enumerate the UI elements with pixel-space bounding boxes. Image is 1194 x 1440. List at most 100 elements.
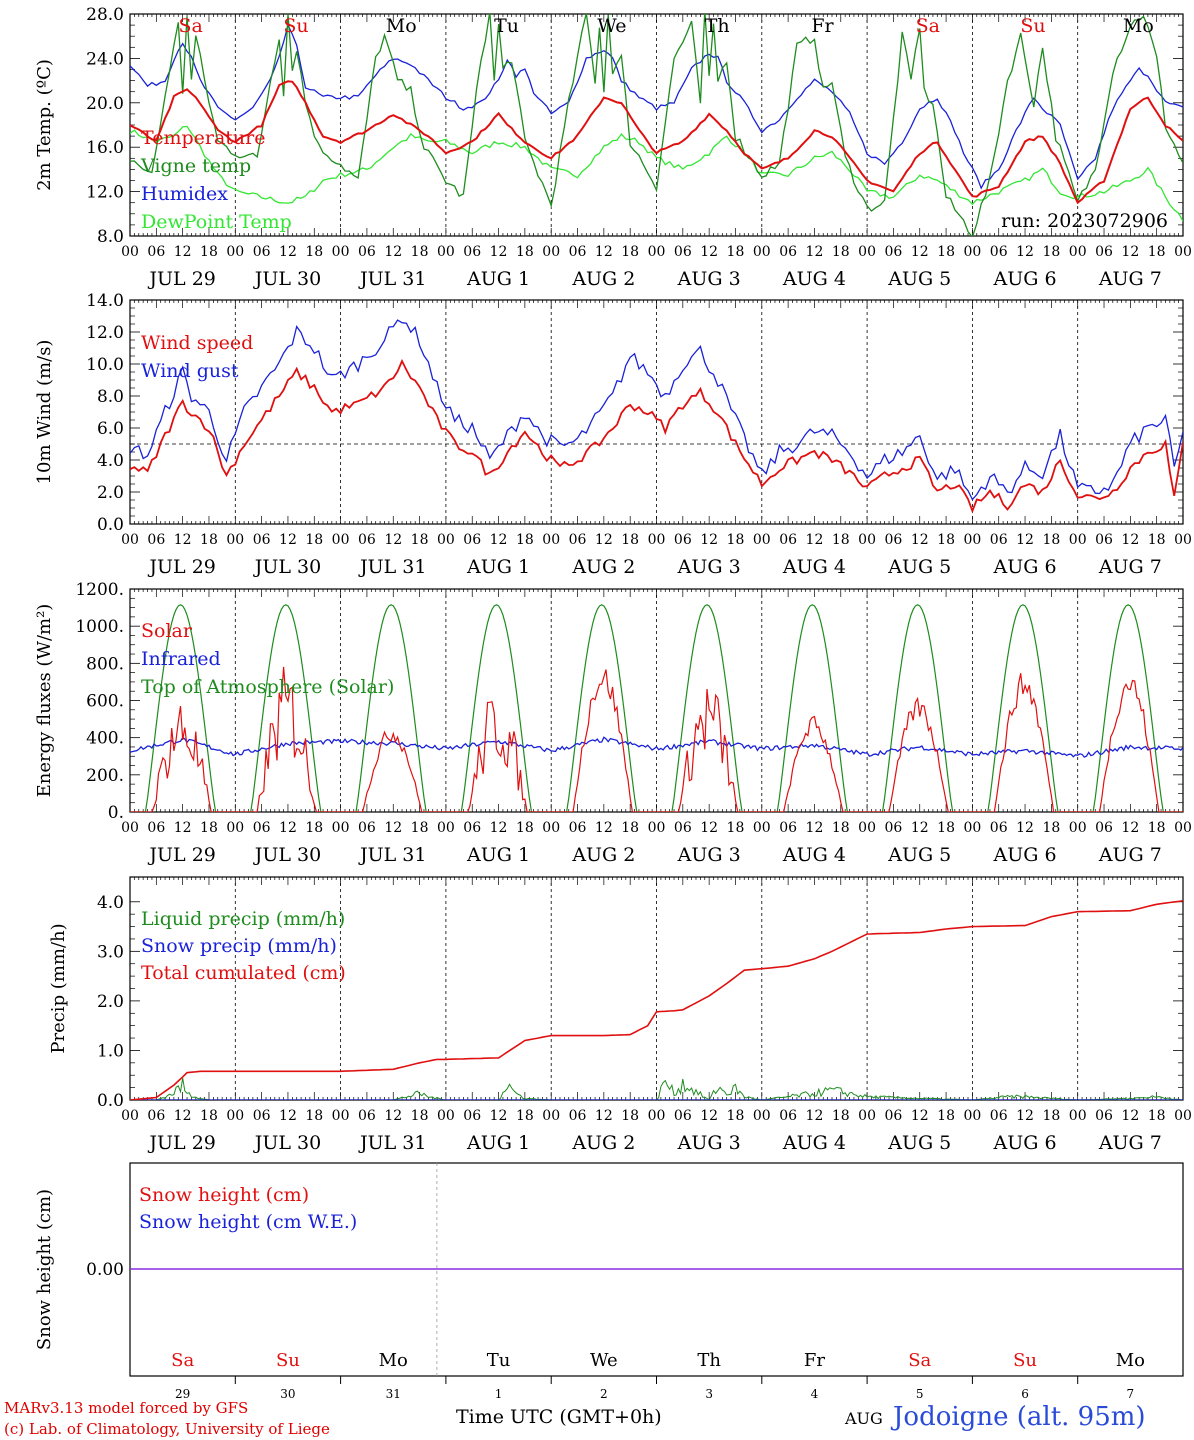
legend: Solar Infrared Top of Atmosphere (Solar) [141,620,394,698]
wind-speed-line [130,358,1183,514]
wind-gust-line [130,319,1183,501]
date-label: AUG 4 [782,1132,846,1154]
hour-label: 06 [463,820,481,836]
hour-label: 00 [226,532,244,548]
hour-label: 12 [595,532,613,548]
hour-label: 00 [1174,244,1192,260]
hour-label: 12 [806,1108,824,1124]
day-label: Mo [386,15,417,37]
y-tick-label: 16.0 [86,138,124,158]
day-label: Su [276,1350,300,1371]
legend: Snow height (cm) Snow height (cm W.E.) [139,1184,357,1233]
hour-label: 06 [1095,532,1113,548]
hour-label: 00 [121,820,139,836]
date-label: AUG 7 [1098,268,1162,290]
hour-label: 12 [174,532,192,548]
date-label: AUG 1 [466,268,530,290]
hour-label: 12 [279,820,297,836]
hour-label: 12 [279,532,297,548]
hour-label: 00 [542,820,560,836]
day-label: Su [1013,1350,1037,1371]
hour-label: 00 [753,532,771,548]
hour-label: 18 [516,532,534,548]
hour-label: 00 [542,244,560,260]
hour-label: 00 [1069,532,1087,548]
hour-label: 18 [411,532,429,548]
day-number: 7 [1127,1387,1135,1401]
panel-5: Snow height (cm) Snow height (cm W.E.) [129,1162,1184,1384]
humidex-line [130,23,1183,190]
hour-label: 18 [1042,532,1060,548]
hour-label: 12 [1016,1108,1034,1124]
hour-label: 18 [832,820,850,836]
y-tick-label: 6.0 [97,419,124,439]
dewpoint-line [130,125,1183,222]
hour-label: 06 [674,820,692,836]
hour-label: 12 [1016,244,1034,260]
y-tick-label: 4.0 [97,893,124,913]
hour-label: 06 [253,1108,271,1124]
hour-label: 00 [332,532,350,548]
hour-label: 00 [858,244,876,260]
day-number: 6 [1021,1387,1029,1401]
day-label: Mo [379,1350,408,1371]
y-tick-label: 2.0 [97,483,124,503]
hour-label: 18 [937,820,955,836]
date-label: AUG 2 [571,1132,635,1154]
y-tick-label: 2.0 [97,992,124,1012]
hour-label: 06 [358,244,376,260]
hour-label: 06 [779,820,797,836]
y-tick-label: 28.0 [86,5,124,25]
hour-label: 12 [279,244,297,260]
y-tick-label: 8.0 [97,227,124,247]
hour-label: 06 [569,532,587,548]
legend-entry: Temperature [141,127,265,149]
hour-label: 12 [490,532,508,548]
hour-label: 12 [384,532,402,548]
date-label: JUL 30 [253,268,321,290]
hour-label: 06 [779,244,797,260]
y-tick-label: 10.0 [86,355,124,375]
hour-label: 18 [411,1108,429,1124]
hour-label: 06 [1095,820,1113,836]
hour-label: 00 [121,532,139,548]
day-label: Tu [487,1350,511,1371]
hour-label: 00 [963,244,981,260]
date-label: AUG 6 [993,556,1057,578]
hour-label: 18 [305,244,323,260]
day-number: 2 [600,1387,608,1401]
date-label: AUG 6 [993,268,1057,290]
credit-model: MARv3.13 model forced by GFS [4,1399,249,1417]
date-label: AUG 2 [571,844,635,866]
y-tick-label: 4.0 [97,451,124,471]
hour-label: 12 [174,820,192,836]
run-label: run: 2023072906 [1001,210,1168,232]
day-number: 5 [916,1387,924,1401]
hour-label: 06 [147,820,165,836]
hour-label: 12 [490,244,508,260]
hour-label: 18 [832,532,850,548]
y-tick-label: 600. [86,692,124,712]
station-name: Jodoigne (alt. 95m) [893,1402,1146,1432]
hour-label: 00 [963,1108,981,1124]
hour-label: 18 [1042,1108,1060,1124]
date-label: JUL 31 [358,844,426,866]
hour-label: 00 [1174,1108,1192,1124]
date-label: JUL 31 [358,556,426,578]
legend-entry: Vigne temp [140,155,251,177]
y-tick-label: 0.00 [86,1260,124,1280]
hour-label: 00 [648,820,666,836]
hour-label: 00 [648,244,666,260]
legend-entry: Solar [141,620,193,642]
panel-4: Liquid precip (mm/h) Snow precip (mm/h) To… [129,876,1184,1101]
hour-label: 18 [200,244,218,260]
legend-entry: Infrared [141,648,221,670]
hour-label: 18 [937,532,955,548]
legend-entry: Total cumulated (cm) [141,962,346,984]
y-tick-label: 8.0 [97,387,124,407]
hour-label: 12 [1121,1108,1139,1124]
hour-label: 00 [542,532,560,548]
hour-label: 06 [1095,244,1113,260]
hour-label: 12 [595,244,613,260]
hour-label: 00 [648,532,666,548]
